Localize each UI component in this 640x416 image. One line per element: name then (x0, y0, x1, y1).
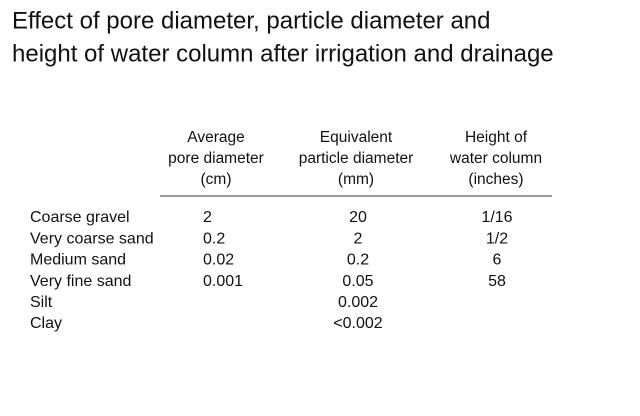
row-label: Very fine sand (30, 273, 131, 290)
column-header: (inches) (468, 171, 523, 188)
title-line: Effect of pore diameter, particle diamet… (12, 7, 491, 34)
column-header: (mm) (338, 171, 374, 188)
table-cell: 0.2 (347, 252, 369, 269)
column-header: water column (449, 150, 542, 167)
title-line: height of water column after irrigation … (12, 40, 554, 67)
table-cell: 20 (349, 209, 367, 226)
column-header: particle diameter (299, 150, 414, 167)
column-header: (cm) (201, 171, 232, 188)
table-cell: 0.05 (342, 273, 373, 290)
table-cell: 0.02 (203, 252, 234, 269)
column-header: Height of (465, 129, 528, 146)
row-label: Silt (30, 294, 53, 311)
column-header: Equivalent (320, 129, 393, 146)
row-label: Clay (30, 315, 62, 332)
table-cell: <0.002 (333, 315, 382, 332)
table-cell: 1/2 (486, 230, 508, 247)
row-label: Medium sand (30, 252, 126, 269)
row-label: Very coarse sand (30, 230, 154, 247)
table-cell: 0.001 (203, 273, 243, 290)
column-header: Average (187, 129, 244, 146)
table-cell: 6 (493, 252, 502, 269)
table-cell: 1/16 (481, 209, 512, 226)
row-label: Coarse gravel (30, 209, 130, 226)
table-cell: 2 (203, 209, 212, 226)
table-cell: 2 (354, 230, 363, 247)
table-cell: 0.002 (338, 294, 378, 311)
table-cell: 58 (488, 273, 506, 290)
column-header: pore diameter (168, 150, 264, 167)
table-cell: 0.2 (203, 230, 225, 247)
